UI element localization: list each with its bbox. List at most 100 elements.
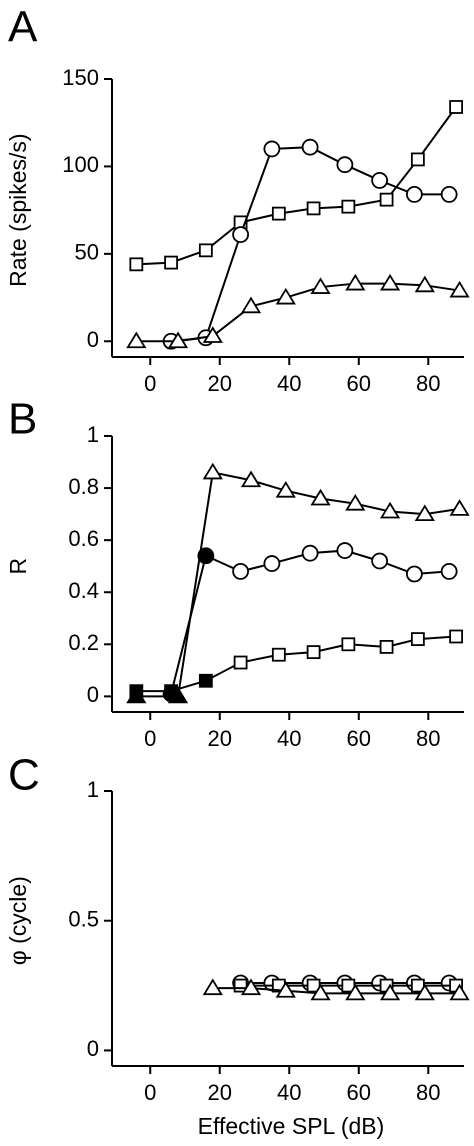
square-marker [449,629,463,644]
circle-marker [232,226,250,244]
triangle-marker [379,983,401,1001]
y-axis-title: Rate (spikes/s) [5,133,31,286]
x-tick-label: 40 [277,371,301,396]
triangle-marker [449,280,470,298]
y-tick-label: 0.8 [68,474,99,499]
y-tick-label: 150 [62,65,99,90]
square-marker [129,257,144,272]
triangle-marker [414,504,435,522]
series-line [136,282,460,343]
square-marker [271,206,286,221]
square-marker [198,673,213,688]
triangle-marker [345,983,366,1001]
triangle-marker [275,981,296,998]
y-axis-title: R [5,558,31,575]
y-tick-label: 0.6 [68,526,99,551]
x-tick-label: 80 [416,1080,440,1105]
x-tick-label: 80 [416,726,440,751]
circle-marker [301,138,319,156]
triangle-marker [310,983,331,1001]
triangle-marker [202,326,223,343]
triangle-marker [202,462,223,480]
x-tick-label: 80 [416,371,440,396]
square-marker [271,647,286,662]
circle-marker [232,562,250,580]
square-marker [306,645,321,660]
triangle-marker [345,493,366,511]
y-tick-label: 0.4 [68,578,99,603]
y-axis-title: φ (cycle) [5,876,31,965]
circle-marker [263,140,281,158]
triangle-marker [167,331,189,349]
triangle-marker [345,273,366,291]
circle-marker [301,544,319,562]
x-tick-label: 20 [208,1080,232,1105]
square-marker [410,632,425,646]
triangle-marker [414,275,435,293]
triangle-marker [240,978,262,996]
y-tick-label: 100 [62,152,99,177]
y-tick-label: 0.2 [68,630,99,655]
circle-marker [405,185,423,203]
triangle-marker [202,978,223,996]
circle-marker [336,542,354,559]
x-tick-label: 60 [347,726,371,751]
y-tick-label: 50 [75,240,99,265]
triangle-marker [126,686,147,704]
panel-label: B [8,395,37,444]
triangle-marker [379,273,401,291]
y-tick-label: 1 [87,422,99,447]
x-tick-label: 0 [144,371,156,396]
x-tick-label: 60 [347,1080,371,1105]
triangle-marker [167,686,189,704]
y-tick-label: 0 [87,682,99,707]
x-tick-label: 20 [208,371,232,396]
y-tick-label: 1 [87,777,99,802]
triangle-marker [310,488,331,506]
square-marker [379,192,394,207]
series-line [136,471,460,698]
x-tick-label: 60 [347,371,371,396]
y-tick-label: 0 [87,1036,99,1061]
x-tick-label: 40 [277,1080,301,1105]
panel-label: C [8,751,40,800]
circle-marker [336,156,354,174]
x-tick-label: 40 [277,726,301,751]
x-tick-label: 0 [144,726,156,751]
y-tick-label: 0 [87,327,99,352]
square-marker [306,201,321,216]
circle-marker [197,547,215,565]
panel-label: A [8,3,38,52]
square-marker [410,152,425,167]
triangle-marker [240,296,262,314]
circle-marker [440,185,458,203]
square-marker [164,255,178,270]
triangle-marker [126,331,147,349]
circle-marker [371,552,389,570]
circle-marker [405,565,423,583]
triangle-marker [310,277,331,294]
y-tick-label: 0.5 [68,907,99,932]
square-marker [341,637,356,652]
square-marker [198,243,213,258]
circle-marker [440,562,458,580]
square-marker [233,655,248,670]
triangle-marker [240,470,262,488]
square-marker [449,100,463,114]
circle-marker [263,555,281,572]
triangle-marker [449,983,470,1001]
x-tick-label: 20 [208,726,232,751]
series-line [136,106,457,266]
triangle-marker [275,287,296,305]
triangle-marker [275,480,296,498]
triangle-marker [379,501,401,519]
triangle-marker [449,499,470,516]
square-marker [379,640,394,654]
triangle-marker [414,983,435,1001]
x-axis-title: Effective SPL (dB) [198,1113,385,1139]
square-marker [341,199,356,214]
x-tick-label: 0 [144,1080,156,1105]
series-line [136,635,457,693]
circle-marker [371,172,389,189]
